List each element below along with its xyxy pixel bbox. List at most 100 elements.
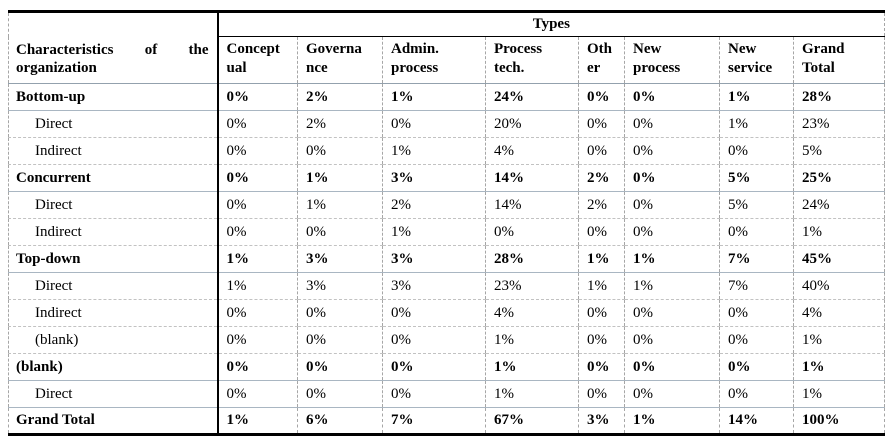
row-label-cell: Direct (8, 380, 219, 408)
value-cell: 3% (382, 272, 486, 300)
value-cell: 1% (217, 272, 298, 300)
row-label-cell: Direct (8, 191, 219, 219)
value-cell: 0% (217, 191, 298, 219)
value-cell: 0% (624, 137, 720, 165)
value-cell: 28% (792, 83, 885, 111)
pivot-table: Characteristics of the organization Type… (8, 10, 886, 436)
value-cell: 0% (624, 380, 720, 408)
value-cell: 1% (382, 218, 486, 246)
value-cell: 5% (719, 191, 794, 219)
value-cell: 0% (624, 164, 720, 192)
column-header-cell: Grand Total (792, 36, 885, 84)
table-row: Indirect 0% 0% 1% 0% 0% 0% 0% 1% (8, 218, 885, 246)
value-cell: 0% (382, 353, 486, 381)
value-cell: 0% (297, 218, 383, 246)
value-cell: 5% (719, 164, 794, 192)
column-header-cell: Oth er (578, 36, 625, 84)
value-cell: 0% (624, 191, 720, 219)
table-row: Concurrent 0% 1% 3% 14% 2% 0% 5% 25% (8, 164, 885, 192)
value-cell: 0% (578, 380, 625, 408)
value-cell: 0% (217, 299, 298, 327)
value-cell: 14% (485, 164, 579, 192)
value-cell: 2% (297, 83, 383, 111)
column-header-cell: Admin. process (382, 36, 486, 84)
value-cell: 2% (382, 191, 486, 219)
table-row: Direct 0% 0% 0% 1% 0% 0% 0% 1% (8, 380, 885, 408)
value-cell: 3% (578, 407, 625, 435)
column-header-cell: Concept ual (217, 36, 298, 84)
value-cell: 1% (624, 407, 720, 435)
row-label-cell: Concurrent (8, 164, 219, 192)
value-cell: 0% (578, 299, 625, 327)
value-cell: 4% (485, 299, 579, 327)
value-cell: 45% (792, 245, 885, 273)
value-cell: 0% (624, 83, 720, 111)
row-label-cell: Direct (8, 272, 219, 300)
value-cell: 1% (624, 245, 720, 273)
value-cell: 4% (485, 137, 579, 165)
table-row: Direct 1% 3% 3% 23% 1% 1% 7% 40% (8, 272, 885, 300)
table-row: Top-down 1% 3% 3% 28% 1% 1% 7% 45% (8, 245, 885, 273)
value-cell: 6% (297, 407, 383, 435)
value-cell: 0% (382, 299, 486, 327)
value-cell: 0% (217, 380, 298, 408)
value-cell: 0% (297, 353, 383, 381)
value-cell: 1% (485, 353, 579, 381)
types-header-cell: Types (217, 11, 885, 37)
value-cell: 0% (217, 326, 298, 354)
value-cell: 0% (624, 326, 720, 354)
row-label-cell: Indirect (8, 299, 219, 327)
value-cell: 0% (217, 110, 298, 138)
table-row: Grand Total 1% 6% 7% 67% 3% 1% 14% 100% (8, 407, 885, 435)
value-cell: 20% (485, 110, 579, 138)
value-cell: 1% (719, 83, 794, 111)
value-cell: 1% (217, 407, 298, 435)
value-cell: 1% (578, 272, 625, 300)
row-label-cell: Indirect (8, 137, 219, 165)
value-cell: 2% (297, 110, 383, 138)
value-cell: 1% (382, 83, 486, 111)
value-cell: 0% (297, 326, 383, 354)
value-cell: 23% (792, 110, 885, 138)
value-cell: 1% (624, 272, 720, 300)
value-cell: 3% (382, 245, 486, 273)
row-label-cell: (blank) (8, 326, 219, 354)
value-cell: 1% (485, 380, 579, 408)
value-cell: 0% (297, 380, 383, 408)
row-label-cell: Bottom-up (8, 83, 219, 111)
value-cell: 0% (578, 353, 625, 381)
value-cell: 0% (578, 326, 625, 354)
table-row: (blank) 0% 0% 0% 1% 0% 0% 0% 1% (8, 326, 885, 354)
value-cell: 0% (578, 83, 625, 111)
value-cell: 25% (792, 164, 885, 192)
value-cell: 40% (792, 272, 885, 300)
value-cell: 0% (719, 353, 794, 381)
value-cell: 0% (217, 83, 298, 111)
value-cell: 1% (792, 380, 885, 408)
column-header-cell: New process (624, 36, 720, 84)
column-header-cell: Process tech. (485, 36, 579, 84)
value-cell: 0% (624, 218, 720, 246)
value-cell: 67% (485, 407, 579, 435)
value-cell: 0% (382, 326, 486, 354)
value-cell: 14% (719, 407, 794, 435)
row-label-cell: Top-down (8, 245, 219, 273)
value-cell: 24% (485, 83, 579, 111)
value-cell: 5% (792, 137, 885, 165)
value-cell: 0% (297, 137, 383, 165)
value-cell: 23% (485, 272, 579, 300)
value-cell: 3% (382, 164, 486, 192)
value-cell: 1% (217, 245, 298, 273)
value-cell: 1% (485, 326, 579, 354)
value-cell: 0% (217, 164, 298, 192)
value-cell: 0% (719, 326, 794, 354)
value-cell: 0% (578, 218, 625, 246)
value-cell: 1% (578, 245, 625, 273)
value-cell: 1% (382, 137, 486, 165)
value-cell: 1% (792, 218, 885, 246)
table-row: (blank) 0% 0% 0% 1% 0% 0% 0% 1% (8, 353, 885, 381)
table-row: Indirect 0% 0% 0% 4% 0% 0% 0% 4% (8, 299, 885, 327)
value-cell: 1% (792, 353, 885, 381)
value-cell: 4% (792, 299, 885, 327)
value-cell: 0% (578, 110, 625, 138)
